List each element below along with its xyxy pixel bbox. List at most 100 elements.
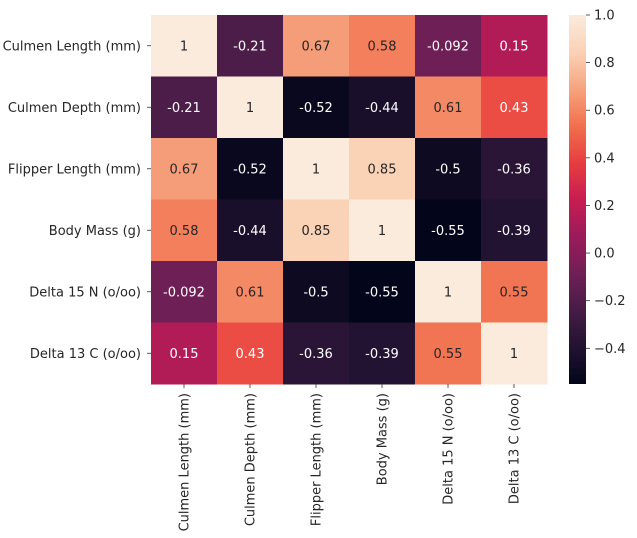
heatmap-cell — [415, 15, 482, 77]
cell-annotation: -0.092 — [163, 285, 205, 300]
cell-annotation: -0.55 — [431, 224, 465, 239]
cell-annotation: 0.43 — [236, 347, 265, 362]
cell-annotation: 0.67 — [170, 162, 199, 177]
x-axis-tick-labels: Culmen Length (mm) Culmen Depth (mm) Flipp… — [178, 384, 523, 531]
cell-annotation: -0.44 — [365, 101, 399, 116]
heatmap-cell — [151, 138, 218, 200]
heatmap-cell — [481, 261, 548, 323]
heatmap-annotations: 1 -0.21 0.67 0.58 -0.092 0.15 -0.21 1 -0.52 -0.44… — [163, 39, 531, 362]
colorbar-gradient — [569, 15, 586, 384]
cell-annotation: 0.15 — [500, 39, 529, 54]
x-tick-label: Flipper Length (mm) — [310, 393, 325, 526]
cell-annotation: 1 — [246, 101, 254, 116]
colorbar-tick-label: 0.2 — [594, 199, 615, 214]
cell-annotation: 1 — [312, 162, 320, 177]
cell-annotation: 0.15 — [170, 347, 199, 362]
heatmap-cell — [481, 76, 548, 139]
x-tick-label: Delta 13 C (o/oo) — [508, 393, 523, 504]
x-tick-label: Culmen Depth (mm) — [244, 393, 259, 526]
heatmap-cell — [283, 76, 350, 139]
y-tick-label: Culmen Depth (mm) — [8, 101, 141, 116]
heatmap-cell — [151, 261, 218, 323]
colorbar: −0.4 −0.2 0.0 0.2 0.4 0.6 0.8 1.0 — [569, 9, 626, 384]
heatmap-cell — [283, 199, 350, 262]
cell-annotation: 0.85 — [302, 224, 331, 239]
heatmap-cell — [283, 138, 350, 200]
heatmap-cell — [415, 322, 482, 385]
cell-annotation: -0.5 — [303, 285, 328, 300]
cell-annotation: -0.52 — [299, 101, 333, 116]
heatmap-cells — [151, 15, 548, 385]
heatmap-cell — [481, 15, 548, 77]
y-tick-label: Culmen Length (mm) — [3, 39, 141, 54]
cell-annotation: 0.85 — [368, 162, 397, 177]
heatmap-cell — [283, 15, 350, 77]
cell-annotation: -0.21 — [167, 101, 201, 116]
heatmap-cell — [349, 322, 416, 385]
heatmap-cell — [349, 261, 416, 323]
cell-annotation: -0.21 — [233, 39, 267, 54]
heatmap-cell — [481, 199, 548, 262]
cell-annotation: 1 — [444, 285, 452, 300]
heatmap-cell — [349, 138, 416, 200]
heatmap-cell — [283, 322, 350, 385]
y-axis-tick-labels: Culmen Length (mm) Culmen Depth (mm) Flipp… — [3, 39, 151, 362]
y-tick-label: Delta 13 C (o/oo) — [30, 347, 141, 362]
heatmap-cell — [151, 322, 218, 385]
colorbar-tick-label: −0.4 — [594, 342, 626, 357]
cell-annotation: 0.43 — [500, 101, 529, 116]
x-tick-label: Body Mass (g) — [376, 393, 391, 485]
colorbar-tick-label: 0.0 — [594, 247, 615, 262]
cell-annotation: -0.5 — [435, 162, 460, 177]
heatmap-cell — [217, 199, 284, 262]
cell-annotation: -0.36 — [299, 347, 333, 362]
cell-annotation: 0.61 — [236, 285, 265, 300]
heatmap-cell — [217, 138, 284, 200]
cell-annotation: -0.52 — [233, 162, 267, 177]
x-tick-label: Delta 15 N (o/oo) — [442, 393, 457, 505]
colorbar-tick-label: 0.8 — [594, 56, 615, 71]
heatmap-cell — [283, 261, 350, 323]
cell-annotation: 0.67 — [302, 39, 331, 54]
heatmap-cell — [217, 76, 284, 139]
colorbar-tick-label: 0.6 — [594, 104, 615, 119]
colorbar-tick-label: 1.0 — [594, 9, 615, 24]
heatmap-cell — [217, 261, 284, 323]
cell-annotation: -0.39 — [497, 224, 531, 239]
x-tick-label: Culmen Length (mm) — [178, 393, 193, 531]
heatmap-cell — [415, 199, 482, 262]
cell-annotation: 1 — [180, 39, 188, 54]
heatmap-cell — [349, 199, 416, 262]
heatmap-cell — [217, 322, 284, 385]
cell-annotation: -0.36 — [497, 162, 531, 177]
heatmap-cell — [151, 199, 218, 262]
cell-annotation: 1 — [378, 224, 386, 239]
colorbar-tick-label: 0.4 — [594, 151, 615, 166]
y-tick-label: Delta 15 N (o/oo) — [29, 285, 141, 300]
cell-annotation: 1 — [510, 347, 518, 362]
cell-annotation: 0.55 — [500, 285, 529, 300]
cell-annotation: -0.39 — [365, 347, 399, 362]
cell-annotation: -0.092 — [427, 39, 469, 54]
heatmap-cell — [217, 15, 284, 77]
cell-annotation: 0.55 — [434, 347, 463, 362]
cell-annotation: 0.61 — [434, 101, 463, 116]
heatmap-cell — [151, 15, 218, 77]
heatmap-cell — [481, 138, 548, 200]
heatmap-cell — [415, 76, 482, 139]
colorbar-tick-label: −0.2 — [594, 294, 626, 309]
heatmap-cell — [349, 76, 416, 139]
cell-annotation: -0.55 — [365, 285, 399, 300]
heatmap-cell — [415, 261, 482, 323]
cell-annotation: 0.58 — [368, 39, 397, 54]
heatmap-cell — [481, 322, 548, 385]
heatmap-cell — [349, 15, 416, 77]
cell-annotation: -0.44 — [233, 224, 267, 239]
heatmap-cell — [151, 76, 218, 139]
heatmap-cell — [415, 138, 482, 200]
y-tick-label: Body Mass (g) — [49, 224, 141, 239]
cell-annotation: 0.58 — [170, 224, 199, 239]
y-tick-label: Flipper Length (mm) — [8, 162, 141, 177]
